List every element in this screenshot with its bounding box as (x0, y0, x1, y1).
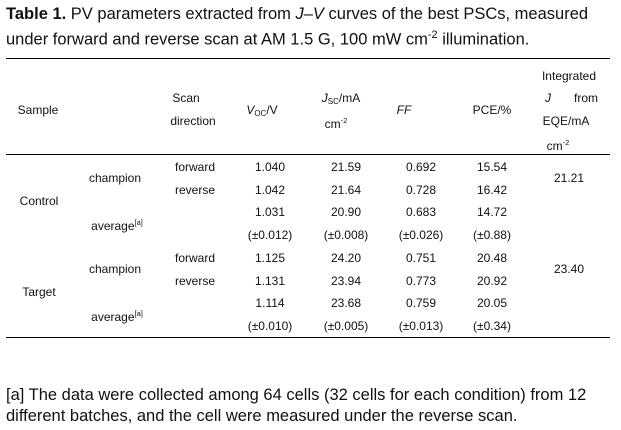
caption-sup: -2 (427, 29, 438, 41)
group-name-target: Target (22, 285, 56, 299)
target-forward-voc: 1.125 (254, 251, 286, 265)
control-reverse-pce: 16.42 (476, 183, 508, 197)
target-reverse-voc: 1.131 (254, 274, 286, 288)
control-reverse-jsc: 21.64 (330, 183, 362, 197)
control-reverse-ff: 0.728 (405, 183, 437, 197)
control-reverse-voc: 1.042 (254, 183, 286, 197)
caption-text-c: illumination. (437, 30, 530, 49)
caption-j: J (295, 5, 304, 23)
target-error-voc: (±0.010) (247, 319, 293, 333)
control-average-pce: 14.72 (476, 205, 508, 219)
control-integrated: 21.21 (553, 171, 585, 185)
header-scan-1: Scan (172, 91, 200, 105)
control-forward-voc: 1.040 (254, 160, 286, 174)
target-average-voc: 1.114 (255, 296, 285, 310)
header-jsc: JSC/mA (321, 91, 361, 106)
header-jsc-unit: cm-2 (324, 116, 348, 131)
header-ff: FF (396, 103, 412, 117)
target-reverse-jsc: 23.94 (330, 274, 362, 288)
header-integrated-3: EQE/mA (542, 114, 590, 128)
caption-label: Table 1. (6, 5, 67, 23)
target-error-pce: (±0.34) (473, 319, 511, 333)
caption-text-b: curves of the best PSCs, measured under … (6, 5, 589, 49)
table-top-rule (6, 58, 610, 59)
control-reverse-scan: reverse (174, 183, 216, 197)
table-header-rule (6, 154, 610, 155)
target-integrated: 23.40 (553, 262, 585, 276)
control-average-label: average[a] (91, 218, 143, 233)
control-average-voc: 1.031 (254, 205, 286, 219)
header-integrated-4: cm-2 (546, 138, 570, 153)
control-error-jsc: (±0.008) (323, 228, 369, 242)
target-reverse-pce: 20.92 (476, 274, 508, 288)
control-error-pce: (±0.88) (473, 228, 511, 242)
target-average-pce: 20.05 (476, 296, 508, 310)
header-integrated-1: Integrated (541, 69, 597, 83)
target-champion-label: champion (88, 262, 142, 276)
control-forward-pce: 15.54 (476, 160, 508, 174)
header-pce: PCE/% (472, 103, 512, 117)
header-integrated-2a: J (545, 91, 551, 105)
table-footnote: [a] The data were collected among 64 cel… (6, 386, 587, 425)
control-average-ff: 0.683 (405, 205, 437, 219)
target-average-label: average[a] (91, 309, 143, 324)
header-integrated-2b: from (574, 91, 598, 105)
target-forward-pce: 20.48 (476, 251, 508, 265)
control-forward-ff: 0.692 (405, 160, 437, 174)
control-forward-scan: forward (174, 160, 216, 174)
caption-v: V (312, 5, 324, 23)
target-average-ff: 0.759 (405, 296, 437, 310)
control-error-voc: (±0.012) (247, 228, 293, 242)
table-bottom-rule (6, 337, 610, 338)
target-error-ff: (±0.013) (398, 319, 444, 333)
header-sample: Sample (17, 103, 59, 117)
target-error-jsc: (±0.005) (323, 319, 369, 333)
control-error-ff: (±0.026) (398, 228, 444, 242)
target-forward-ff: 0.751 (405, 251, 437, 265)
target-reverse-ff: 0.773 (405, 274, 437, 288)
target-average-jsc: 23.68 (330, 296, 362, 310)
control-champion-label: champion (88, 171, 142, 185)
target-forward-scan: forward (174, 251, 216, 265)
target-forward-jsc: 24.20 (330, 251, 362, 265)
control-average-jsc: 20.90 (330, 205, 362, 219)
group-name-control: Control (19, 194, 59, 208)
control-forward-jsc: 21.59 (330, 160, 362, 174)
header-scan-2: direction (170, 114, 216, 128)
table-caption: Table 1. PV parameters extracted from J–… (6, 4, 618, 51)
caption-dash: – (303, 5, 313, 23)
caption-text-a: PV parameters extracted from (66, 5, 296, 23)
header-voc: VOC/V (246, 103, 278, 118)
target-reverse-scan: reverse (174, 274, 216, 288)
